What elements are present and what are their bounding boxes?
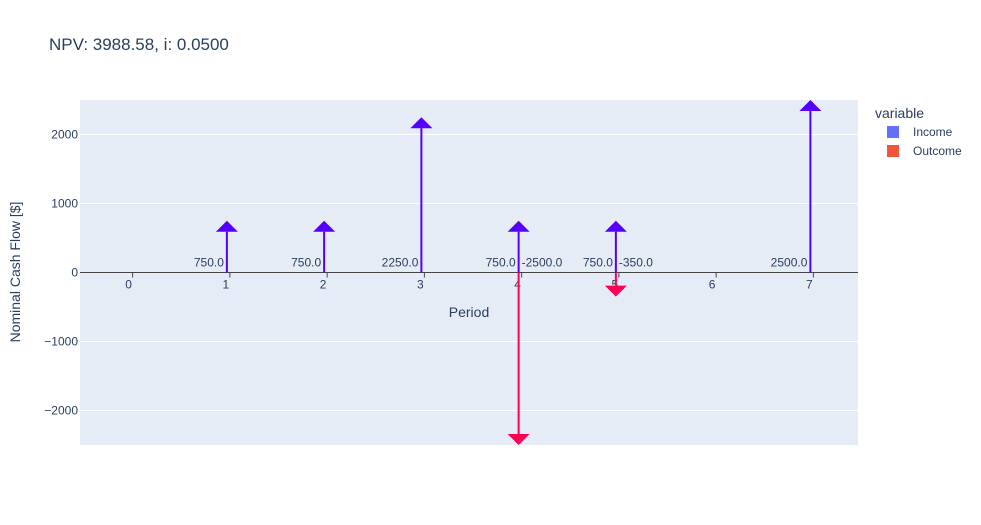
legend-swatch-income	[887, 126, 899, 138]
cash-flow-arrows	[215, 100, 822, 445]
gridlines	[80, 134, 858, 411]
income-arrow-head	[799, 100, 822, 111]
income-arrow-head	[313, 220, 336, 232]
x-tick-label: 3	[417, 278, 424, 292]
y-tick-label: −2000	[44, 404, 78, 418]
chart-title: NPV: 3988.58, i: 0.0500	[49, 35, 229, 54]
x-tick-label: 1	[223, 278, 230, 292]
legend-title: variable	[875, 105, 924, 121]
outcome-arrow-head	[604, 285, 627, 297]
legend-label-outcome: Outcome	[913, 144, 962, 158]
legend: variable Income Outcome	[875, 105, 962, 158]
income-data-label: 2500.0	[771, 256, 808, 270]
y-tick-label: 0	[71, 266, 78, 280]
income-data-label: 2250.0	[382, 256, 419, 270]
income-arrow-head	[215, 220, 238, 232]
income-arrow-head	[507, 220, 530, 232]
y-tick-label: 1000	[51, 197, 78, 211]
outcome-data-label: -350.0	[619, 256, 653, 270]
y-tick-label: −1000	[44, 335, 78, 349]
outcome-data-label: -2500.0	[522, 256, 563, 270]
x-tick-label: 7	[806, 278, 813, 292]
y-axis-ticks: −2000 −1000 0 1000 2000	[44, 128, 78, 418]
income-data-label: 750.0	[486, 256, 516, 270]
income-data-label: 750.0	[583, 256, 613, 270]
x-tick-label: 2	[320, 278, 327, 292]
legend-swatch-outcome	[887, 145, 899, 157]
x-tick-label: 0	[125, 278, 132, 292]
income-arrow-head	[410, 117, 433, 129]
legend-label-income: Income	[913, 125, 953, 139]
outcome-arrow-head	[507, 434, 530, 445]
income-data-label: 750.0	[291, 256, 321, 270]
x-tick-label: 6	[709, 278, 716, 292]
y-axis-title: Nominal Cash Flow [$]	[7, 202, 23, 343]
y-tick-label: 2000	[51, 128, 78, 142]
income-arrow-head	[604, 220, 627, 232]
data-labels: 750.0 750.0 2250.0 750.0 750.0 2500.0 -2500.0 -…	[194, 256, 808, 270]
income-data-label: 750.0	[194, 256, 224, 270]
x-axis-title: Period	[449, 304, 489, 320]
